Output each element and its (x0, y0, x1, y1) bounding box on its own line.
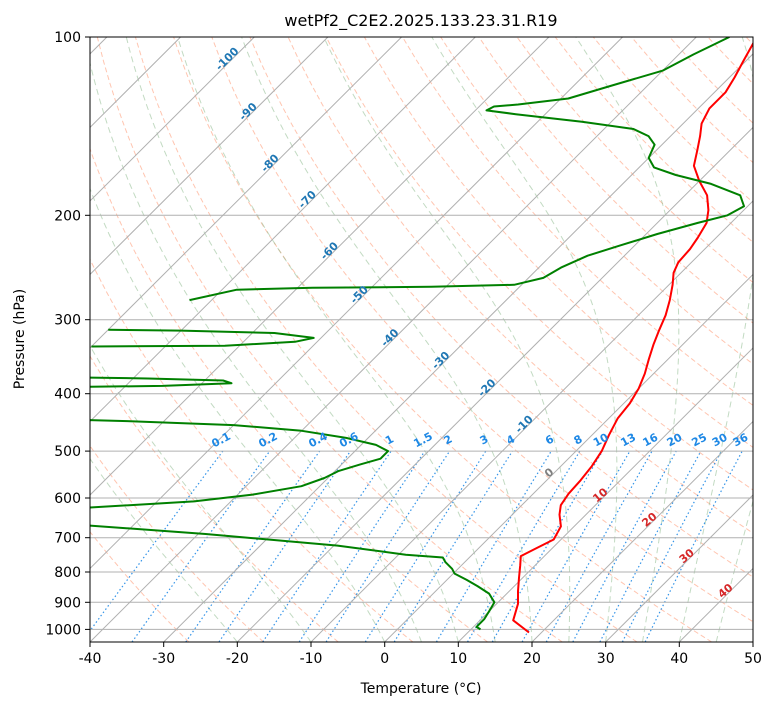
mixing-ratio-label: 16 (641, 431, 661, 450)
x-tick-label: -30 (152, 651, 175, 667)
dewpoint-profile-line (189, 37, 745, 302)
y-tick-label: 200 (54, 208, 81, 224)
moist-adiabat-line (431, 37, 618, 642)
y-tick-label: 500 (54, 444, 81, 460)
mixing-ratio-line (325, 450, 451, 642)
dry-adiabat-line (402, 37, 753, 406)
y-tick-label: 700 (54, 531, 81, 547)
x-tick-label: 20 (523, 651, 541, 667)
y-tick-label: 400 (54, 387, 81, 403)
mixing-ratio-line (185, 450, 321, 642)
mixing-ratio-label: 20 (665, 431, 685, 450)
isotherm-line (90, 37, 550, 496)
isotherm-line (90, 37, 623, 570)
dewpoint-profile-line (90, 419, 496, 631)
dry-adiabat-line (134, 37, 638, 642)
chart-title: wetPf2_C2E2.2025.133.23.31.R19 (284, 11, 557, 31)
x-axis-title: Temperature (°C) (360, 681, 482, 697)
mixing-ratio-line (521, 450, 631, 642)
dewpoint-profile-line (91, 328, 315, 348)
y-tick-label: 800 (54, 565, 81, 581)
isotherm-line (605, 494, 753, 642)
temperature-profile-line (512, 41, 753, 634)
mixing-ratio-label: 30 (710, 431, 730, 450)
isotherm-line (90, 37, 476, 423)
x-axis: -40 -30 -20 -10 0 10 20 30 40 50 (79, 642, 762, 667)
mixing-ratio-line (298, 450, 426, 642)
mixing-ratio-label: 25 (689, 431, 709, 450)
dry-adiabat-line (90, 147, 488, 642)
profile-series (90, 37, 753, 634)
grid-lines (90, 37, 753, 642)
y-axis-title: Pressure (hPa) (12, 289, 28, 389)
mixing-ratio-line (393, 450, 513, 642)
y-tick-label: 1000 (45, 622, 81, 638)
moist-adiabat-line (715, 499, 753, 642)
y-tick-label: 600 (54, 491, 81, 507)
mixing-ratio-label: 36 (731, 431, 751, 450)
moist-adiabat-line (90, 61, 422, 642)
moist-adiabat-line (241, 37, 533, 642)
dry-adiabat-line (211, 37, 753, 623)
isotherm-line (457, 347, 753, 642)
moist-adiabat-line (323, 37, 571, 642)
moist-adiabat-line (90, 457, 238, 642)
y-tick-label: 100 (54, 30, 81, 46)
x-tick-label: 10 (449, 651, 467, 667)
x-tick-label: -10 (300, 651, 323, 667)
moist-adiabat-line (678, 37, 753, 642)
plot-background (90, 37, 753, 642)
x-tick-label: 0 (380, 651, 389, 667)
x-tick-label: -40 (79, 651, 102, 667)
dry-adiabat-line (440, 37, 753, 365)
y-tick-label: 900 (54, 595, 81, 611)
dry-adiabat-line (90, 530, 190, 642)
mixing-ratio-line (572, 450, 677, 642)
plot-frame (89, 36, 754, 643)
isotherm-line (310, 200, 753, 642)
x-tick-label: -20 (226, 651, 249, 667)
dry-adiabat-line (249, 37, 753, 578)
mixing-ratio-line (131, 450, 271, 642)
dry-adiabat-line (173, 37, 712, 642)
dry-adiabat-line (90, 355, 339, 642)
isotherm-line (384, 273, 753, 642)
mixing-ratio-line (545, 450, 653, 642)
x-tick-label: 30 (597, 651, 615, 667)
mixing-ratio-label: 10 (591, 431, 611, 450)
dry-adiabat-line (90, 445, 264, 642)
isotherm-line (90, 37, 329, 276)
mixing-ratio-label: 13 (618, 431, 638, 450)
x-tick-label: 40 (670, 651, 688, 667)
isotherm-line (90, 37, 402, 349)
x-tick-label: 50 (744, 651, 762, 667)
moist-adiabat-line (125, 37, 459, 642)
isotherm-line (236, 126, 753, 642)
moist-adiabat-line (177, 37, 496, 642)
moist-adiabat-line (575, 37, 680, 642)
y-tick-label: 300 (54, 313, 81, 329)
mixing-ratio-line (364, 450, 487, 642)
mixing-ratio-line (218, 450, 351, 642)
dry-adiabat-line (96, 37, 563, 642)
moist-adiabat-line (90, 187, 386, 642)
dewpoint-profile-line (90, 376, 233, 388)
dry-adiabat-line (516, 37, 753, 284)
mixing-ratio-line (262, 450, 392, 642)
dry-adiabat-line (325, 37, 753, 491)
isotherm-line (90, 37, 697, 642)
mixing-ratio-line (90, 450, 224, 632)
isotherm-line (163, 53, 753, 642)
isotherm-line (531, 420, 753, 642)
mixing-ratio-line (644, 450, 743, 642)
y-axis: 100 200 300 400 500 600 700 800 900 1000 (45, 30, 90, 638)
isotherm-line (90, 37, 255, 202)
